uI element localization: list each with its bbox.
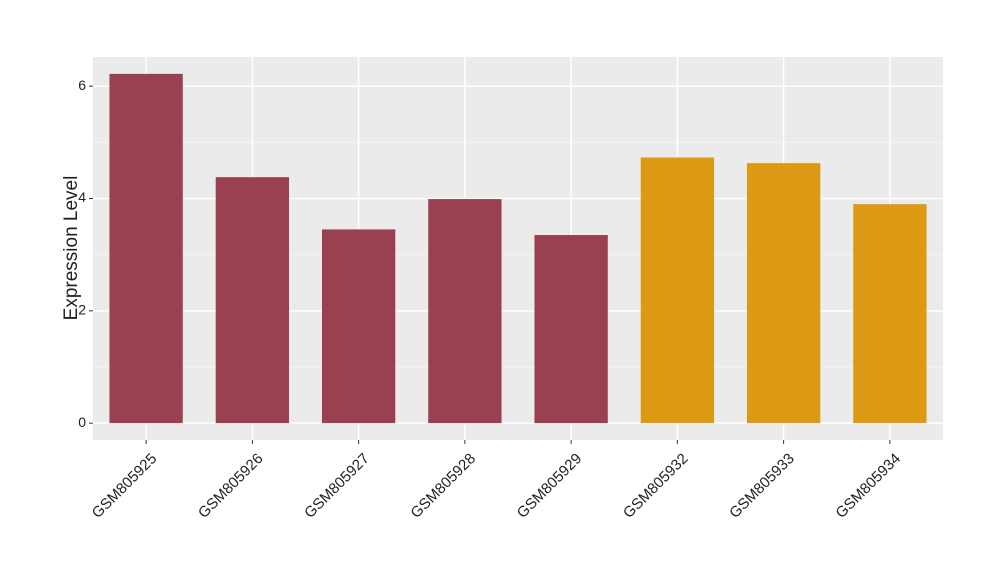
x-tick-label: GSM805934 (832, 450, 904, 522)
x-tick-label: GSM805925 (89, 450, 161, 522)
y-tick-label: 6 (78, 77, 86, 93)
x-tick-label: GSM805933 (726, 450, 798, 522)
y-tick-label: 0 (78, 414, 86, 430)
x-tick-label: GSM805929 (514, 450, 586, 522)
bar (109, 73, 183, 424)
bar (640, 157, 715, 424)
x-tick-label: GSM805926 (195, 450, 267, 522)
bar (746, 163, 821, 424)
x-tick-label: GSM805928 (407, 450, 479, 522)
y-tick-label: 4 (78, 189, 86, 205)
bar (428, 199, 502, 424)
x-tick-label: GSM805932 (620, 450, 692, 522)
bar (215, 177, 290, 424)
y-axis-label: Expression Level (61, 176, 82, 321)
bar (534, 235, 608, 424)
bar (853, 204, 927, 424)
x-tick-label: GSM805927 (301, 450, 373, 522)
y-tick-label: 2 (78, 302, 86, 318)
bar (321, 229, 396, 424)
